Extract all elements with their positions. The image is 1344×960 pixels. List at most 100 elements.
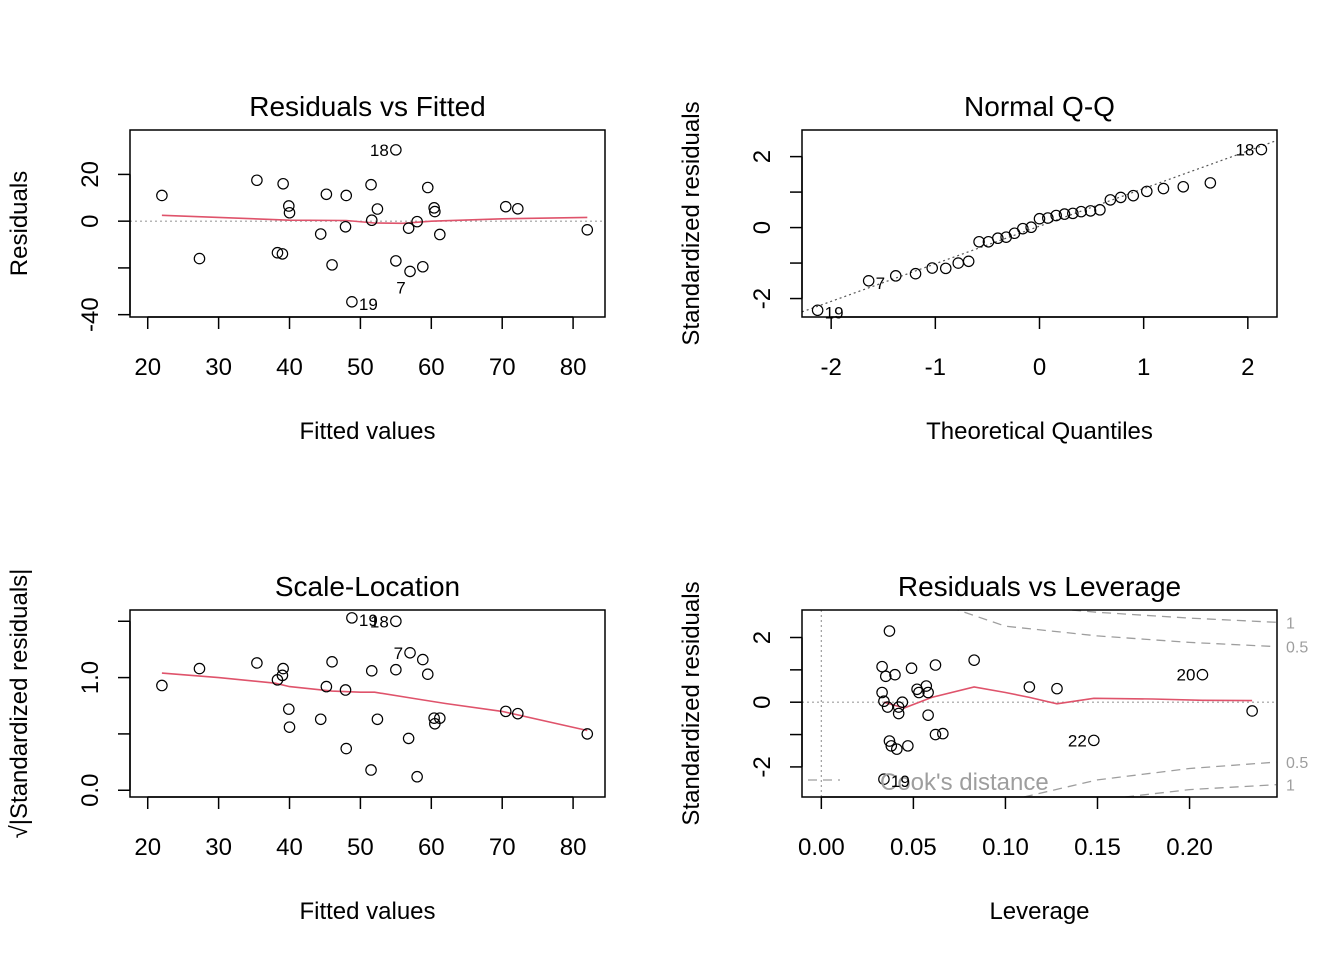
data-point	[920, 680, 933, 692]
y-axis-title: Residuals	[6, 171, 33, 276]
normal-qq-panel: 18 7 19 -2 -1 0 1 2 -2 0 2 Normal Q-Q Theoretical Qu…	[678, 91, 1278, 445]
smoother-line	[161, 214, 588, 225]
point-label: 7	[396, 278, 405, 297]
data-point	[390, 255, 402, 267]
point-label: 19	[891, 772, 910, 791]
cooks-distance-contour	[955, 610, 1277, 648]
x-tick-label: 80	[560, 834, 587, 861]
smoother-line	[161, 672, 588, 732]
data-point	[277, 177, 289, 190]
x-tick-label: 0.15	[1074, 834, 1121, 861]
x-tick-label: 60	[418, 834, 445, 861]
data-point	[390, 663, 402, 676]
point-label: 19	[825, 303, 844, 322]
data-point	[404, 647, 416, 659]
data-point	[1075, 205, 1087, 218]
x-tick-label: 0.00	[798, 834, 845, 861]
data-point	[1246, 705, 1258, 717]
x-tick-label: 0.20	[1166, 834, 1213, 861]
point-label: 19	[359, 295, 378, 314]
point-label: 7	[394, 644, 403, 663]
data-point	[326, 656, 338, 668]
data-point	[421, 668, 434, 681]
data-point	[962, 255, 975, 268]
x-tick-label: 20	[134, 834, 161, 861]
data-point	[896, 696, 909, 709]
cooks-distance-legend: Cook's distance	[880, 769, 1049, 796]
data-point	[1255, 143, 1268, 156]
data-point	[402, 222, 415, 234]
data-point	[992, 232, 1004, 245]
data-point	[922, 709, 934, 721]
data-point	[346, 612, 358, 624]
x-tick-label: 2	[1241, 354, 1254, 381]
x-tick-label: 0.10	[982, 834, 1029, 861]
residuals-vs-fitted-panel: 18 7 19 20 30 40 50 60 70 80 -40 0 20 Residuals vs Fi…	[6, 91, 606, 445]
data-point	[922, 686, 934, 699]
data-point	[271, 246, 284, 259]
x-tick-label: 40	[276, 834, 303, 861]
data-point	[909, 267, 922, 280]
data-point	[889, 270, 902, 282]
data-point	[434, 712, 446, 724]
y-axis-title: Standardized residuals	[678, 101, 705, 345]
data-point	[929, 728, 942, 741]
data-point	[1017, 222, 1029, 235]
data-point	[339, 220, 352, 233]
data-point	[879, 670, 892, 683]
data-point	[326, 259, 338, 271]
data-point	[902, 740, 914, 752]
data-point	[1140, 185, 1153, 198]
data-point	[1088, 734, 1100, 747]
x-tick-label: 20	[134, 354, 161, 381]
x-tick-label: 0.05	[890, 834, 937, 861]
data-point	[883, 625, 896, 637]
data-point	[371, 713, 384, 726]
plot-area	[156, 612, 594, 783]
chart-title: Normal Q-Q	[964, 91, 1115, 122]
point-label: 22	[1068, 731, 1087, 750]
point-label: 20	[1177, 666, 1196, 685]
x-tick-label: 70	[489, 354, 516, 381]
data-point	[411, 215, 423, 228]
data-point	[251, 174, 263, 187]
x-axis-title: Theoretical Quantiles	[926, 418, 1153, 445]
data-point	[320, 680, 333, 693]
y-axis-title: Standardized residuals	[678, 581, 705, 825]
data-point	[937, 727, 949, 740]
cooks-distance-contour	[1125, 784, 1277, 797]
data-point	[1127, 189, 1140, 202]
data-point	[276, 248, 289, 260]
data-point	[1204, 177, 1217, 189]
chart-title: Residuals vs Fitted	[249, 91, 486, 122]
data-point	[905, 662, 918, 675]
cooks-contour-label: 0.5	[1286, 755, 1308, 772]
data-point	[889, 668, 901, 681]
data-point	[1050, 209, 1062, 222]
data-point	[1023, 681, 1036, 693]
point-label: 19	[359, 611, 378, 630]
data-point	[346, 296, 358, 308]
point-label: 18	[370, 612, 389, 631]
data-point	[428, 202, 440, 214]
y-axis-title: √|Standardized residuals|	[6, 569, 33, 839]
data-point	[862, 275, 875, 287]
y-tick-label: 0	[749, 696, 776, 709]
qq-reference-line	[802, 139, 1277, 313]
cooks-contour-label: 1	[1286, 778, 1295, 795]
x-tick-label: 60	[418, 354, 445, 381]
data-point	[876, 660, 888, 673]
y-tick-label: 2	[749, 631, 776, 644]
point-label: 18	[1235, 141, 1254, 160]
data-point	[878, 773, 890, 786]
y-tick-label: 1.0	[77, 661, 104, 694]
point-label: 18	[370, 141, 389, 160]
y-tick-label: 20	[77, 161, 104, 188]
plot-area	[802, 139, 1277, 317]
data-point	[428, 712, 440, 724]
data-point	[581, 728, 594, 740]
y-tick-label: 0.0	[77, 774, 104, 807]
